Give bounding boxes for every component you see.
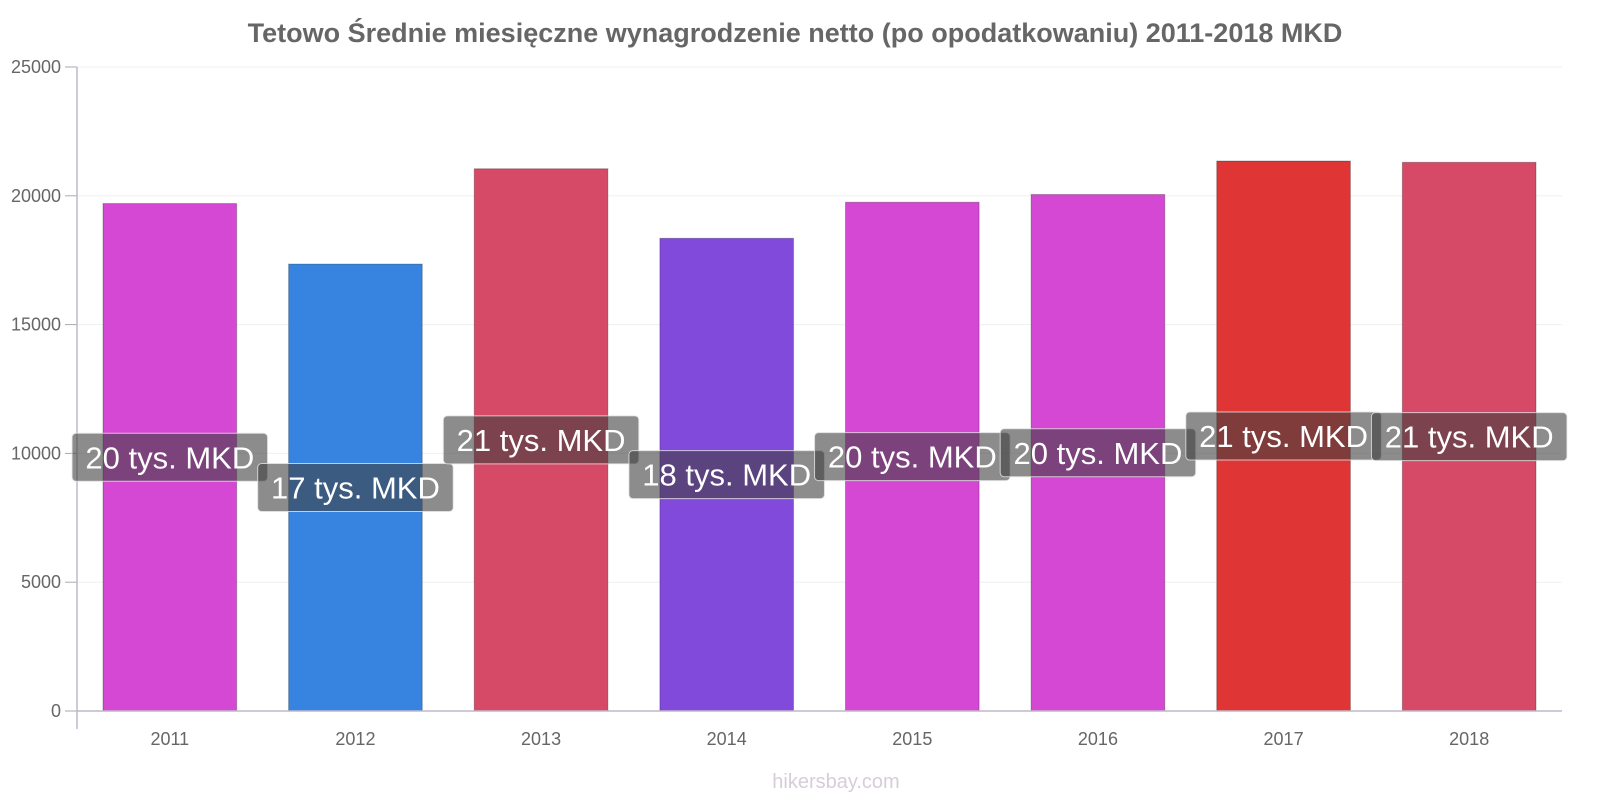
x-tick-label: 2018 bbox=[1449, 729, 1489, 749]
footer-watermark: hikersbay.com bbox=[772, 771, 899, 793]
data-label: 20 tys. MKD bbox=[85, 440, 254, 475]
data-labels: 20 tys. MKD 17 tys. MKD 21 tys. MKD 18 tys.… bbox=[71, 411, 1568, 513]
x-axis-ticks: 2011 2012 2013 2014 2015 2016 2017 2018 bbox=[150, 729, 1489, 749]
data-label-box bbox=[71, 432, 269, 482]
y-tick-label: 10000 bbox=[11, 443, 61, 463]
data-label-box bbox=[1370, 412, 1568, 462]
data-label-box bbox=[257, 463, 454, 513]
x-tick-label: 2014 bbox=[707, 729, 747, 749]
y-tick-label: 15000 bbox=[11, 315, 61, 335]
x-tick-label: 2012 bbox=[335, 729, 375, 749]
data-label: 21 tys. MKD bbox=[1385, 420, 1554, 455]
y-tick-label: 20000 bbox=[11, 186, 61, 206]
data-label: 20 tys. MKD bbox=[1014, 436, 1183, 471]
y-axis-ticks: 0 5000 10000 15000 20000 25000 bbox=[11, 57, 77, 721]
data-label: 20 tys. MKD bbox=[828, 440, 997, 475]
x-tick-label: 2017 bbox=[1264, 729, 1304, 749]
x-tick-label: 2015 bbox=[892, 729, 932, 749]
x-tick-label: 2011 bbox=[150, 729, 189, 749]
y-tick-label: 25000 bbox=[11, 57, 61, 77]
y-tick-label: 0 bbox=[51, 701, 61, 721]
x-tick-label: 2016 bbox=[1078, 729, 1118, 749]
y-tick-label: 5000 bbox=[21, 572, 61, 592]
chart-title: Tetowo Średnie miesięczne wynagrodzenie … bbox=[248, 17, 1343, 48]
data-label: 18 tys. MKD bbox=[642, 458, 811, 493]
x-tick-label: 2013 bbox=[521, 729, 561, 749]
data-label: 17 tys. MKD bbox=[271, 471, 440, 506]
data-label: 21 tys. MKD bbox=[457, 423, 626, 458]
axes bbox=[76, 67, 1562, 729]
data-label: 21 tys. MKD bbox=[1199, 419, 1368, 454]
data-label-box bbox=[442, 415, 640, 465]
